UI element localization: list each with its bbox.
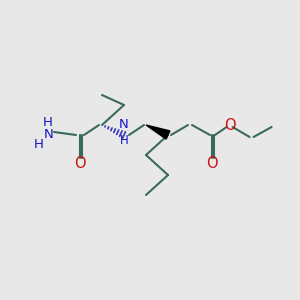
Text: N: N xyxy=(44,128,54,142)
Text: O: O xyxy=(74,155,86,170)
Text: H: H xyxy=(43,116,53,130)
Text: N: N xyxy=(119,118,129,131)
Text: O: O xyxy=(206,155,218,170)
Text: O: O xyxy=(224,118,236,134)
Text: H: H xyxy=(34,139,44,152)
Text: H: H xyxy=(120,134,128,146)
Polygon shape xyxy=(146,125,170,139)
